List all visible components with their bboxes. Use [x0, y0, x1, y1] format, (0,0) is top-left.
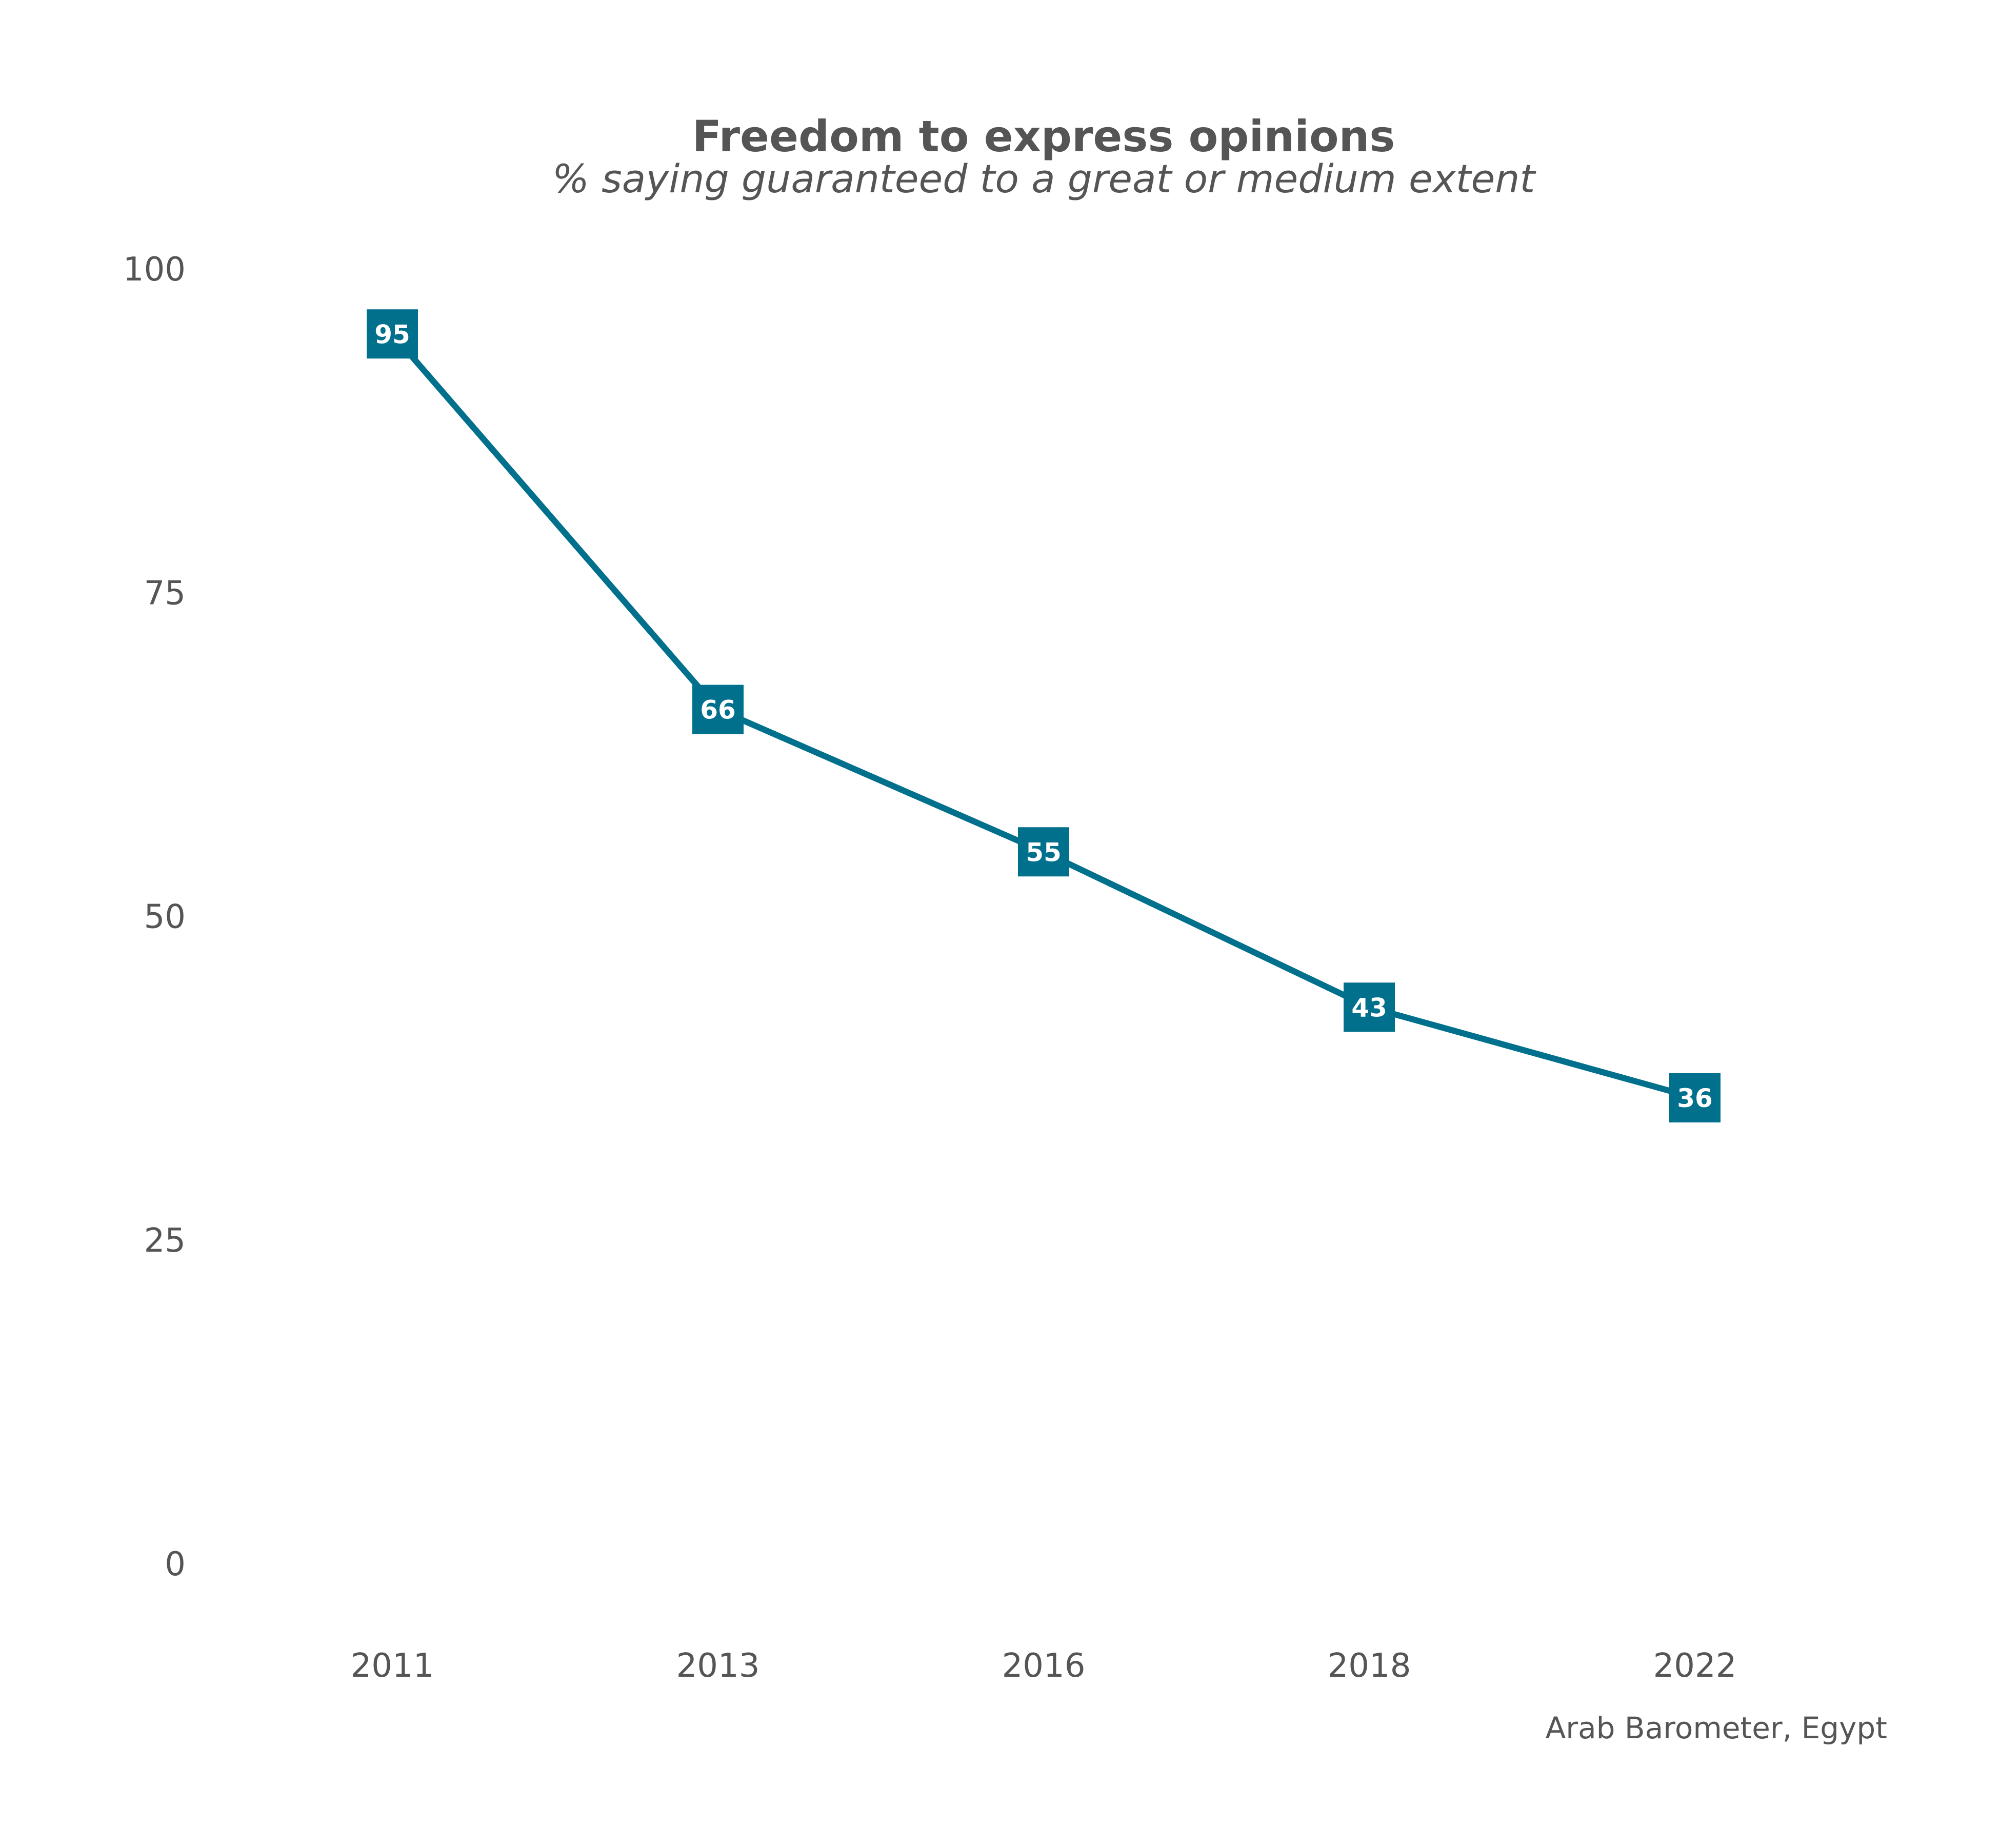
data-point-marker [1344, 982, 1395, 1032]
x-tick-label: 2022 [1653, 1647, 1737, 1685]
x-tick-label: 2018 [1328, 1647, 1411, 1685]
data-label: 66 [700, 695, 736, 725]
x-tick-label: 2016 [1002, 1647, 1086, 1685]
data-point-marker [692, 685, 744, 734]
y-tick-label: 100 [123, 251, 186, 289]
points-layer: 95 66 55 43 36 [367, 309, 1721, 1122]
chart-title: Freedom to express opinions [692, 111, 1395, 162]
y-tick-label: 50 [144, 898, 186, 936]
y-axis: 0 25 50 75 100 [123, 251, 186, 1583]
data-label: 55 [1026, 837, 1062, 867]
x-axis: 2011 2013 2016 2018 2022 [351, 1647, 1737, 1685]
data-label: 95 [374, 319, 410, 349]
data-label: 36 [1677, 1083, 1713, 1113]
source-caption: Arab Barometer, Egypt [1546, 1711, 1887, 1745]
chart-subtitle: % saying guaranteed to a great or medium… [552, 156, 1537, 202]
y-tick-label: 25 [144, 1222, 186, 1260]
data-label: 43 [1351, 993, 1387, 1022]
series-layer [389, 331, 1698, 1101]
x-tick-label: 2011 [351, 1647, 434, 1685]
data-point-marker [1018, 827, 1069, 877]
data-point-marker [367, 309, 418, 359]
series-line [389, 331, 1698, 1101]
y-tick-label: 0 [165, 1545, 186, 1583]
data-point-marker [1669, 1073, 1721, 1122]
y-tick-label: 75 [144, 574, 186, 612]
x-tick-label: 2013 [676, 1647, 760, 1685]
